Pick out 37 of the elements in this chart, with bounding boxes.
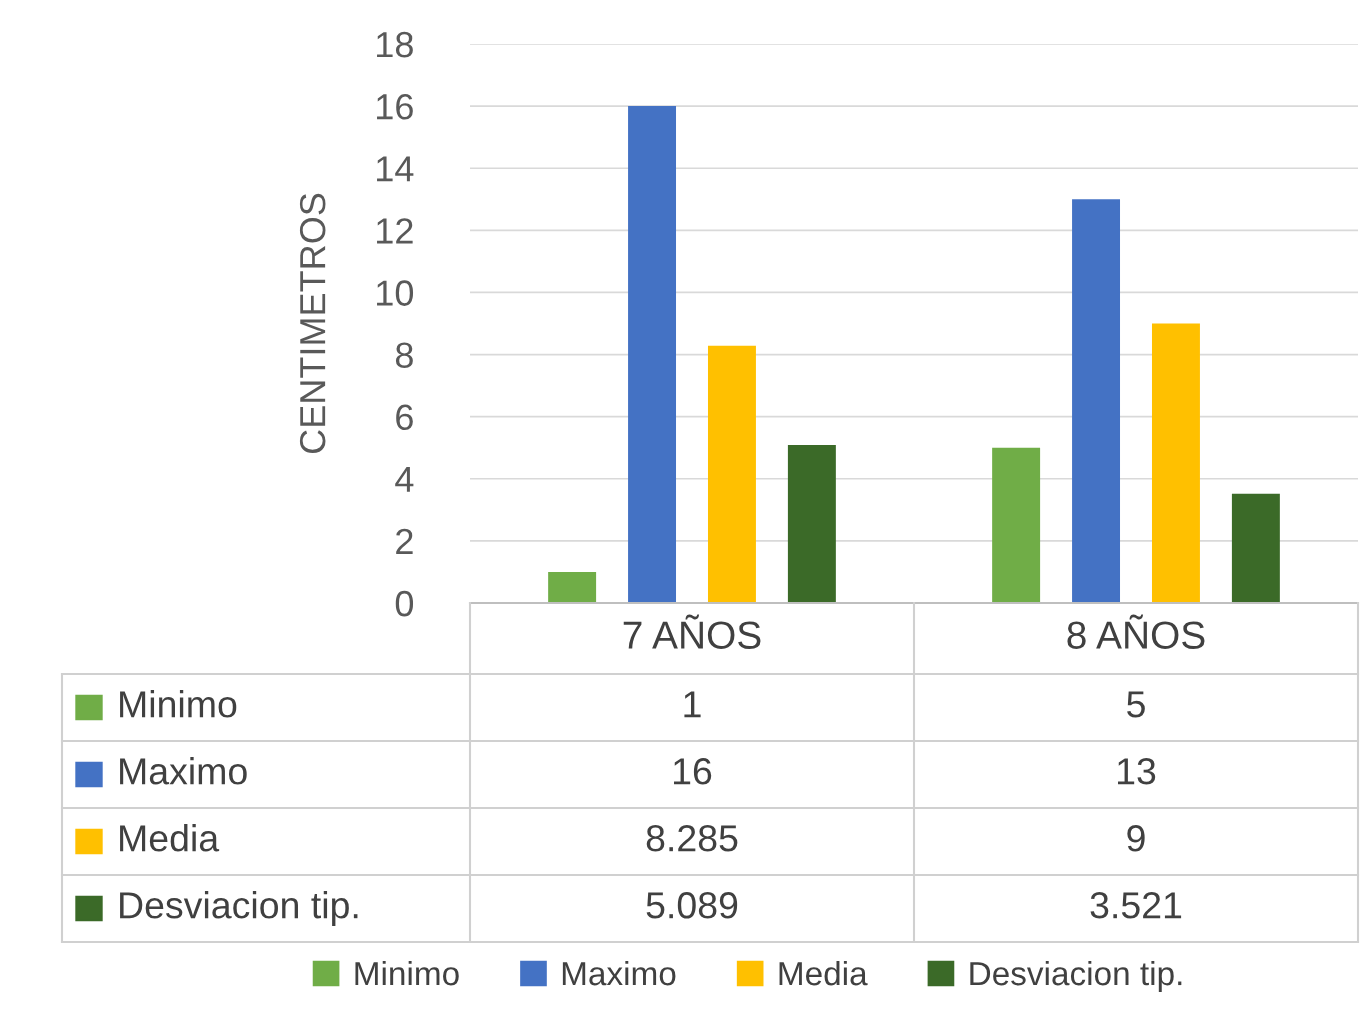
y-tick-label: 6 — [396, 404, 413, 431]
legend-label: Minimo — [120, 690, 237, 718]
bar — [628, 106, 677, 603]
y-tick-label: 12 — [377, 218, 413, 244]
y-tick-label: 2 — [396, 528, 413, 554]
bar — [787, 444, 836, 603]
y-tick-label: 14 — [377, 156, 414, 182]
data-label: 3.521 — [1090, 892, 1182, 919]
bar — [992, 447, 1041, 603]
bar — [707, 345, 756, 603]
x-tick-label: 7 AÑOS — [623, 614, 761, 649]
data-label: 16 — [674, 758, 712, 785]
text: Maximo — [120, 757, 247, 785]
legend-label: Maximo — [562, 960, 676, 986]
x-tick-label: 8 AÑOS — [1067, 614, 1205, 649]
legend-label: Desviacion tip. — [970, 960, 1182, 992]
bar — [1151, 323, 1200, 603]
y-tick-label: 18 — [377, 31, 413, 58]
data-label: 5.089 — [646, 892, 738, 919]
y-tick-label: 0 — [395, 590, 414, 617]
data-label: 1 — [684, 691, 701, 718]
y-tick-label: 4 — [395, 467, 414, 492]
text: Minimo — [355, 960, 459, 986]
data-label: 5 — [1127, 691, 1145, 718]
data-label: 13 — [1118, 758, 1156, 785]
text: Media — [120, 824, 220, 852]
bar — [1231, 493, 1280, 603]
y-tick-label: 10 — [377, 280, 414, 306]
bar — [1072, 199, 1121, 603]
bar — [548, 571, 597, 603]
y-tick-label: 8 — [395, 342, 413, 368]
data-label: 9 — [1127, 825, 1145, 852]
text: Desviacion tip. — [120, 891, 358, 926]
data-label: 8.285 — [646, 825, 738, 852]
legend-label: Media — [779, 960, 868, 986]
y-tick-label: 16 — [377, 93, 413, 120]
y-axis-title: CENTIMETROS — [299, 193, 326, 454]
